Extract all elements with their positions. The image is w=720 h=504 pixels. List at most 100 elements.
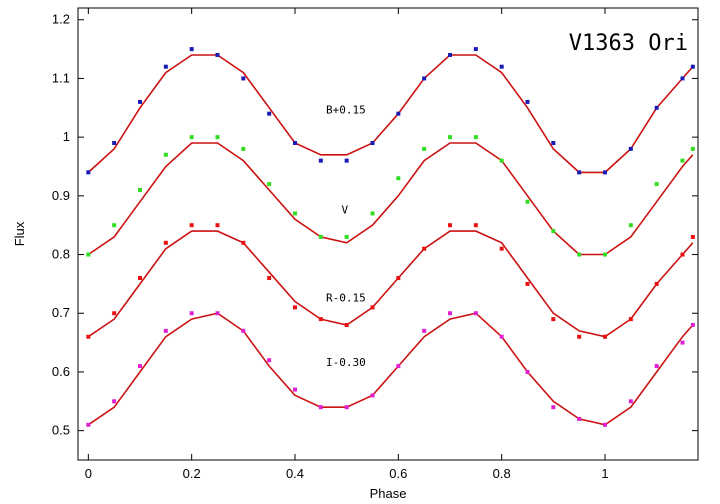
data-point xyxy=(86,252,91,257)
data-point xyxy=(215,223,220,228)
data-point xyxy=(577,334,582,339)
data-point xyxy=(654,182,659,187)
data-point xyxy=(241,76,246,81)
data-point xyxy=(112,223,117,228)
band-label: V xyxy=(342,203,349,216)
data-point xyxy=(112,141,117,146)
band-label: B+0.15 xyxy=(326,104,366,117)
data-point xyxy=(138,187,142,192)
x-tick-label: 0.6 xyxy=(389,466,407,481)
data-point xyxy=(525,99,530,104)
data-point xyxy=(499,64,504,69)
data-point xyxy=(551,229,556,234)
data-point xyxy=(241,146,246,151)
data-point xyxy=(86,170,91,175)
y-tick-label: 0.8 xyxy=(52,247,70,262)
data-point xyxy=(680,76,685,81)
data-point xyxy=(577,416,582,421)
x-tick-label: 0.4 xyxy=(286,466,304,481)
band-label: I-0.30 xyxy=(326,356,366,369)
data-point xyxy=(499,158,504,163)
band-labels: B+0.15 V R-0.15 I-0.30 xyxy=(326,104,366,369)
data-point xyxy=(370,141,375,146)
data-point xyxy=(551,317,556,322)
data-point xyxy=(396,176,401,181)
data-point xyxy=(499,334,504,339)
data-point xyxy=(163,328,168,333)
y-tick-label: 1.1 xyxy=(52,70,70,85)
data-point xyxy=(86,422,91,427)
data-point xyxy=(189,47,194,52)
data-point xyxy=(654,105,659,110)
data-point xyxy=(422,146,427,151)
data-point xyxy=(189,135,194,140)
data-point xyxy=(628,399,633,404)
chart-title: V1363 Ori xyxy=(569,31,688,56)
data-point xyxy=(293,387,297,392)
data-point xyxy=(690,322,695,327)
data-point xyxy=(680,340,685,345)
data-point xyxy=(690,64,695,69)
data-point xyxy=(396,276,401,281)
y-tick-label: 0.5 xyxy=(52,423,70,438)
data-point xyxy=(448,223,452,228)
data-point xyxy=(215,52,220,57)
data-point xyxy=(499,246,504,251)
data-point xyxy=(344,234,349,239)
data-point xyxy=(603,252,607,257)
data-point xyxy=(189,223,194,228)
data-point xyxy=(318,405,323,410)
data-point xyxy=(422,328,427,333)
data-point xyxy=(603,334,607,339)
data-point xyxy=(448,52,452,57)
data-point xyxy=(473,135,478,140)
data-point xyxy=(112,311,117,316)
data-point xyxy=(267,182,272,187)
data-point xyxy=(318,158,323,163)
data-point xyxy=(344,405,349,410)
y-axis-title: Flux xyxy=(12,221,27,246)
data-point xyxy=(690,234,695,239)
data-point xyxy=(448,135,452,140)
data-point xyxy=(86,334,91,339)
data-point xyxy=(396,364,401,369)
x-tick-label: 0.8 xyxy=(493,466,511,481)
data-point xyxy=(293,211,297,216)
data-point xyxy=(293,141,297,146)
plot-frame xyxy=(77,7,699,461)
data-point xyxy=(370,211,375,216)
data-point xyxy=(293,305,297,310)
axis-ticks: 0 0.2 0.4 0.6 0.8 1 0.5 0.6 0.7 0.8 0.9 1 1.1 1.2 xyxy=(52,8,698,481)
data-point xyxy=(344,158,349,163)
y-tick-label: 1.2 xyxy=(52,12,70,27)
data-point xyxy=(551,141,556,146)
data-point xyxy=(628,223,633,228)
data-point xyxy=(628,317,633,322)
data-point xyxy=(370,393,375,398)
data-point xyxy=(577,252,582,257)
data-point xyxy=(267,111,272,116)
data-point xyxy=(690,146,695,151)
data-point xyxy=(267,358,272,363)
data-point xyxy=(344,322,349,327)
data-point xyxy=(318,234,323,239)
data-point xyxy=(138,276,142,281)
data-point xyxy=(318,317,323,322)
data-point xyxy=(603,170,607,175)
data-point xyxy=(163,152,168,157)
x-axis-title: Phase xyxy=(370,486,407,501)
band-label: R-0.15 xyxy=(326,292,366,305)
data-point xyxy=(215,311,220,316)
data-point xyxy=(163,240,168,245)
data-point xyxy=(473,223,478,228)
data-point xyxy=(654,364,659,369)
y-tick-label: 0.9 xyxy=(52,188,70,203)
data-point xyxy=(138,364,142,369)
y-tick-label: 1 xyxy=(63,129,70,144)
data-point xyxy=(189,311,194,316)
data-point xyxy=(370,305,375,310)
data-point xyxy=(525,281,530,286)
data-point xyxy=(525,369,530,374)
